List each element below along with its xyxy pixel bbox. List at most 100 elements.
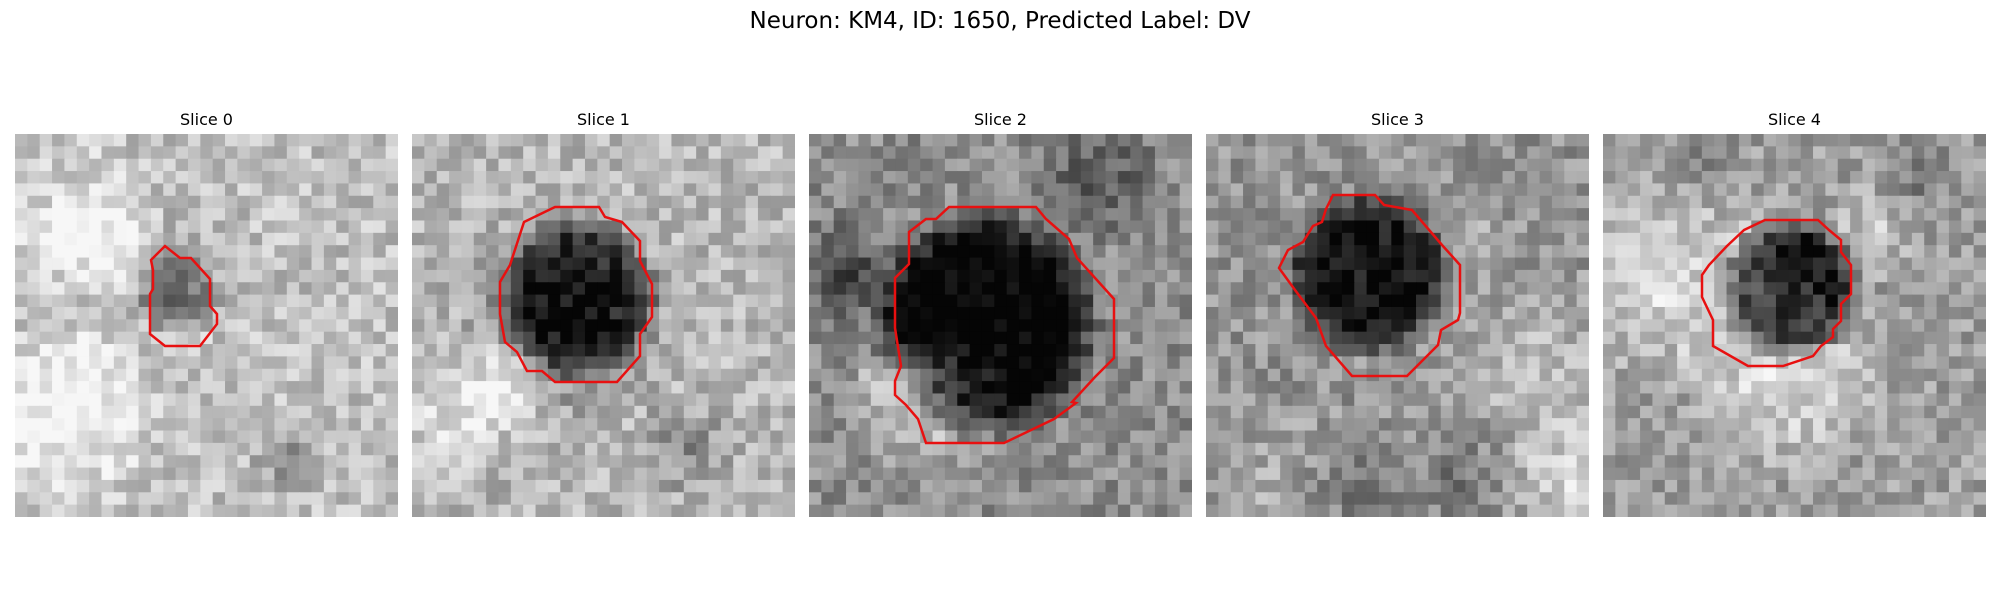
pixel	[1378, 183, 1392, 197]
pixel	[1539, 306, 1553, 320]
pixel	[1576, 418, 1589, 432]
pixel	[1640, 430, 1654, 444]
pixel	[126, 183, 140, 197]
pixel	[1416, 171, 1429, 185]
pixel	[1576, 232, 1589, 246]
pixel	[412, 269, 425, 283]
pixel	[52, 467, 66, 481]
pixel	[473, 467, 487, 481]
pixel	[473, 504, 487, 517]
pixel	[89, 306, 103, 320]
pixel	[187, 356, 201, 370]
pixel	[1391, 418, 1405, 432]
pixel	[1354, 294, 1368, 308]
pixel	[1837, 504, 1851, 517]
pixel	[1664, 356, 1678, 370]
pixel	[1874, 405, 1888, 419]
pixel	[1887, 257, 1901, 271]
pixel	[659, 208, 673, 222]
pixel	[745, 257, 759, 271]
pixel	[1899, 393, 1913, 407]
pixel	[1031, 430, 1045, 444]
pixel	[1230, 418, 1244, 432]
pixel	[1230, 405, 1244, 419]
pixel	[1677, 479, 1691, 493]
pixel	[311, 319, 325, 333]
pixel	[101, 319, 115, 333]
pixel	[249, 294, 263, 308]
pixel	[809, 232, 822, 246]
pixel	[113, 134, 127, 147]
pixel	[1664, 381, 1678, 395]
pixel	[833, 331, 847, 345]
pixel	[981, 430, 995, 444]
pixel	[1465, 331, 1479, 345]
pixel	[858, 158, 872, 172]
pixel	[1551, 467, 1565, 481]
pixel	[1440, 418, 1454, 432]
pixel	[1751, 208, 1765, 222]
pixel	[858, 232, 872, 246]
pixel	[1874, 504, 1888, 517]
pixel	[1677, 134, 1691, 147]
pixel	[286, 220, 300, 234]
pixel	[52, 381, 66, 395]
pixel	[1255, 442, 1269, 456]
pixel	[1837, 344, 1851, 357]
pixel	[200, 158, 214, 172]
pixel	[1763, 331, 1777, 345]
pixel	[1738, 269, 1752, 283]
pixel	[634, 393, 648, 407]
pixel	[560, 208, 574, 222]
pixel	[833, 134, 847, 147]
pixel	[1603, 381, 1616, 395]
pixel	[286, 195, 300, 209]
pixel	[994, 393, 1008, 407]
pixel	[249, 331, 263, 345]
pixel	[323, 294, 337, 308]
pixel	[708, 195, 722, 209]
pixel	[424, 208, 438, 222]
pixel	[1850, 442, 1864, 456]
pixel	[969, 171, 983, 185]
pixel	[1490, 146, 1504, 160]
pixel	[1738, 146, 1752, 160]
pixel	[1527, 405, 1541, 419]
pixel	[1763, 195, 1777, 209]
pixel	[89, 442, 103, 456]
pixel	[101, 134, 115, 147]
pixel	[1911, 306, 1925, 320]
pixel	[745, 442, 759, 456]
pixel	[39, 492, 53, 506]
pixel	[1551, 146, 1565, 160]
pixel	[1218, 146, 1232, 160]
pixel	[782, 492, 795, 506]
pixel	[1477, 455, 1491, 469]
pixel	[1416, 282, 1429, 296]
pixel	[1154, 418, 1168, 432]
pixel	[1652, 245, 1666, 259]
pixel	[449, 146, 463, 160]
pixel	[1043, 405, 1057, 419]
pixel	[1850, 504, 1864, 517]
pixel	[1465, 418, 1479, 432]
pixel	[225, 479, 238, 493]
pixel	[461, 208, 475, 222]
pixel	[385, 504, 398, 517]
pixel	[249, 232, 263, 246]
pixel	[1317, 368, 1331, 382]
pixel	[1961, 158, 1975, 172]
pixel	[883, 282, 897, 296]
pixel	[1911, 158, 1925, 172]
pixel	[1167, 306, 1181, 320]
pixel	[1800, 467, 1814, 481]
pixel	[609, 368, 623, 382]
pixel	[163, 344, 177, 357]
pixel	[659, 257, 673, 271]
pixel	[1948, 294, 1962, 308]
pixel	[560, 479, 574, 493]
pixel	[1751, 381, 1765, 395]
pixel	[262, 381, 276, 395]
pixel	[1564, 208, 1578, 222]
pixel	[1179, 134, 1192, 147]
